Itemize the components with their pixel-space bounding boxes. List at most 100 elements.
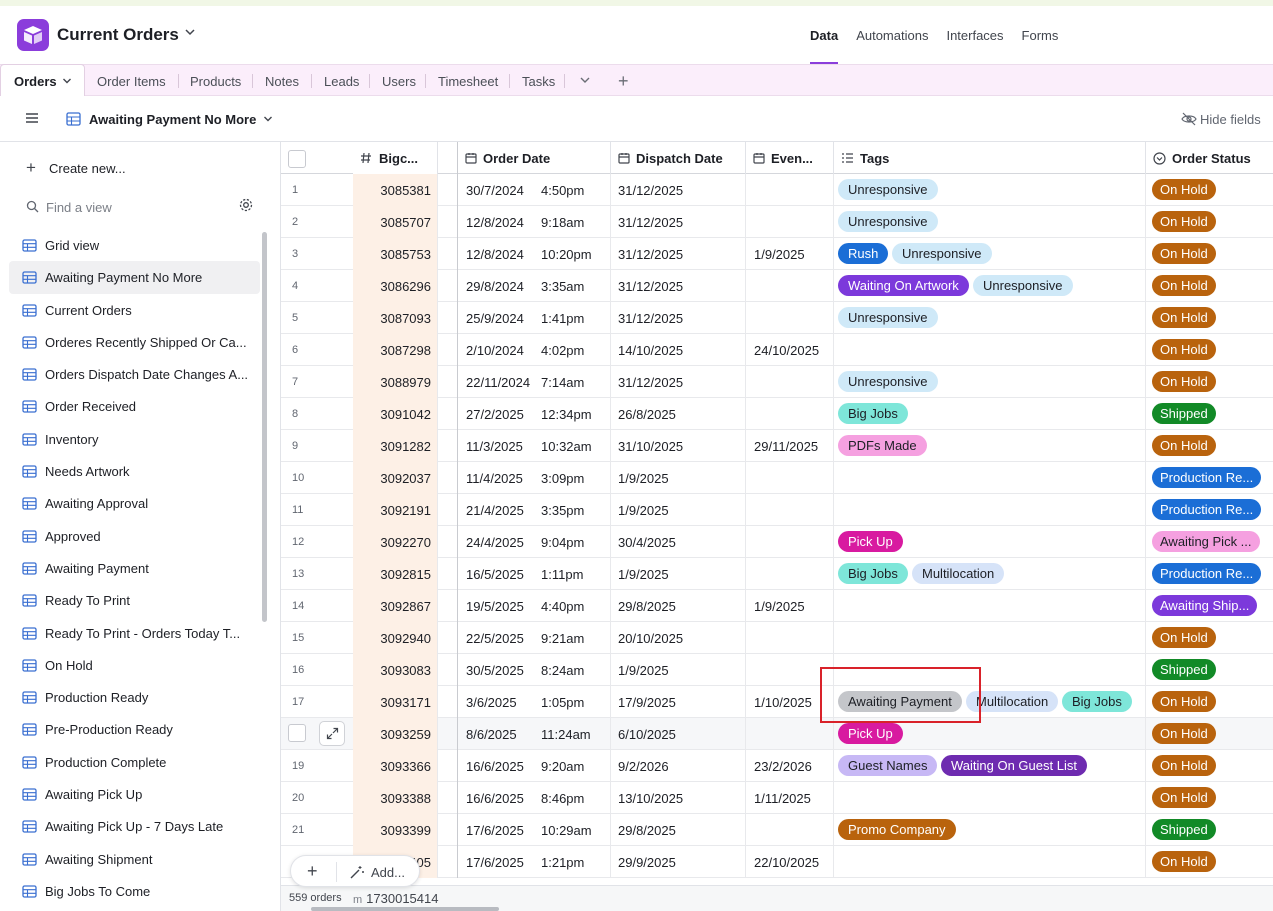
order-date-cell[interactable]: 2/10/2024 4:02pm (458, 334, 611, 366)
sidebar-view-item[interactable]: Current Orders (9, 294, 260, 326)
dispatch-date-cell[interactable]: 17/9/2025 (611, 686, 746, 718)
table-row[interactable]: 6 3087298 2/10/2024 4:02pm 14/10/2025 24/10/2… (281, 334, 1273, 366)
row-number-cell[interactable]: 14 (281, 590, 353, 622)
order-status-cell[interactable]: On Hold (1146, 846, 1273, 878)
tags-cell[interactable]: PDFs Made (834, 430, 1146, 462)
tab-users[interactable]: Users (382, 74, 416, 89)
select-all-checkbox[interactable] (288, 150, 306, 168)
table-row[interactable]: 17 3093171 3/6/2025 1:05pm 17/9/2025 1/10/202… (281, 686, 1273, 718)
chevron-down-icon[interactable] (62, 76, 72, 86)
row-number-cell[interactable]: 12 (281, 526, 353, 558)
order-status-cell[interactable]: Shipped (1146, 814, 1273, 846)
table-row[interactable]: 8 3091042 27/2/2025 12:34pm 26/8/2025 Big Job… (281, 398, 1273, 430)
event-date-cell[interactable]: 1/10/2025 (746, 686, 834, 718)
tags-cell[interactable] (834, 622, 1146, 654)
bigc-cell[interactable]: 3092940 (353, 622, 438, 654)
row-number-cell[interactable]: 4 (281, 270, 353, 302)
table-row[interactable]: 2 3085707 12/8/2024 9:18am 31/12/2025 Unrespo… (281, 206, 1273, 238)
event-date-cell[interactable] (746, 622, 834, 654)
bigc-cell[interactable]: 3093259 (353, 718, 438, 750)
order-status-cell[interactable]: On Hold (1146, 366, 1273, 398)
order-date-cell[interactable]: 19/5/2025 4:40pm (458, 590, 611, 622)
order-date-cell[interactable]: 27/2/2025 12:34pm (458, 398, 611, 430)
order-date-cell[interactable]: 8/6/2025 11:24am (458, 718, 611, 750)
bigc-cell[interactable]: 3093399 (353, 814, 438, 846)
dispatch-date-cell[interactable]: 29/8/2025 (611, 590, 746, 622)
dispatch-date-cell[interactable]: 9/2/2026 (611, 750, 746, 782)
row-number-cell[interactable]: 11 (281, 494, 353, 526)
event-date-cell[interactable] (746, 718, 834, 750)
dispatch-date-cell[interactable]: 1/9/2025 (611, 494, 746, 526)
column-header-event[interactable]: Even... (746, 142, 834, 174)
bigc-cell[interactable]: 3092815 (353, 558, 438, 590)
sidebar-view-item[interactable]: Inventory (9, 423, 260, 455)
tags-cell[interactable]: Unresponsive (834, 302, 1146, 334)
order-date-cell[interactable]: 16/6/2025 8:46pm (458, 782, 611, 814)
event-date-cell[interactable] (746, 366, 834, 398)
nav-forms[interactable]: Forms (1021, 28, 1059, 43)
order-status-cell[interactable]: On Hold (1146, 238, 1273, 270)
table-row[interactable]: 15 3092940 22/5/2025 9:21am 20/10/2025 On Hol… (281, 622, 1273, 654)
row-number-cell[interactable]: 20 (281, 782, 353, 814)
nav-interfaces[interactable]: Interfaces (946, 28, 1004, 43)
order-status-cell[interactable]: On Hold (1146, 686, 1273, 718)
sidebar-view-item[interactable]: Pre-Production Ready (9, 713, 260, 745)
summary-value[interactable]: m 1730015414 (353, 891, 438, 906)
row-number-cell[interactable]: 2 (281, 206, 353, 238)
table-row[interactable]: 405 17/6/2025 1:21pm 29/9/2025 22/10/2025 On … (281, 846, 1273, 878)
order-status-cell[interactable]: On Hold (1146, 302, 1273, 334)
order-date-cell[interactable]: 22/5/2025 9:21am (458, 622, 611, 654)
column-header-order-status[interactable]: Order Status (1146, 142, 1273, 174)
row-number-cell[interactable]: 3 (281, 238, 353, 270)
tab-timesheet[interactable]: Timesheet (438, 74, 499, 89)
order-date-cell[interactable]: 16/5/2025 1:11pm (458, 558, 611, 590)
dispatch-date-cell[interactable]: 20/10/2025 (611, 622, 746, 654)
sidebar-view-item[interactable]: Big Jobs To Come (9, 875, 260, 907)
sidebar-view-item[interactable]: Needs Artwork (9, 455, 260, 487)
horizontal-scrollbar[interactable] (311, 907, 499, 911)
tags-cell[interactable]: Big Jobs Multilocation (834, 558, 1146, 590)
sidebar-view-item[interactable]: On Hold (9, 649, 260, 681)
dispatch-date-cell[interactable]: 1/9/2025 (611, 558, 746, 590)
tags-cell[interactable]: Unresponsive (834, 366, 1146, 398)
table-row[interactable]: 19 3093366 16/6/2025 9:20am 9/2/2026 23/2/202… (281, 750, 1273, 782)
dispatch-date-cell[interactable]: 31/12/2025 (611, 174, 746, 206)
order-date-cell[interactable]: 17/6/2025 10:29am (458, 814, 611, 846)
bigc-cell[interactable]: 3088979 (353, 366, 438, 398)
order-date-cell[interactable]: 30/5/2025 8:24am (458, 654, 611, 686)
base-logo-icon[interactable] (17, 19, 49, 51)
column-header-bigc[interactable]: Bigc... (353, 142, 438, 174)
tags-cell[interactable]: Pick Up (834, 526, 1146, 558)
sidebar-view-item[interactable]: Awaiting Pick Up (9, 778, 260, 810)
chevron-down-icon[interactable] (184, 26, 196, 38)
bigc-cell[interactable]: 3085707 (353, 206, 438, 238)
add-table-icon[interactable]: + (618, 71, 629, 91)
order-status-cell[interactable]: On Hold (1146, 270, 1273, 302)
event-date-cell[interactable] (746, 558, 834, 590)
event-date-cell[interactable] (746, 174, 834, 206)
sidebar-view-item[interactable]: Grid view (9, 229, 260, 261)
sidebar-view-item[interactable]: Orderes Recently Shipped Or Ca... (9, 326, 260, 358)
sidebar-view-item[interactable]: Ready To Print - Orders Today T... (9, 617, 260, 649)
tags-cell[interactable]: Rush Unresponsive (834, 238, 1146, 270)
order-status-cell[interactable]: Shipped (1146, 654, 1273, 686)
order-date-cell[interactable]: 25/9/2024 1:41pm (458, 302, 611, 334)
event-date-cell[interactable]: 1/11/2025 (746, 782, 834, 814)
event-date-cell[interactable] (746, 302, 834, 334)
dispatch-date-cell[interactable]: 31/12/2025 (611, 302, 746, 334)
order-status-cell[interactable]: Awaiting Pick ... (1146, 526, 1273, 558)
dispatch-date-cell[interactable]: 13/10/2025 (611, 782, 746, 814)
bigc-cell[interactable]: 3085381 (353, 174, 438, 206)
sidebar-view-item[interactable]: Orders Dispatch Date Changes A... (9, 358, 260, 390)
table-row[interactable]: 12 3092270 24/4/2025 9:04pm 30/4/2025 Pick Up… (281, 526, 1273, 558)
table-row[interactable]: 13 3092815 16/5/2025 1:11pm 1/9/2025 Big Jobs… (281, 558, 1273, 590)
row-number-cell[interactable]: 17 (281, 686, 353, 718)
table-row[interactable]: 14 3092867 19/5/2025 4:40pm 29/8/2025 1/9/202… (281, 590, 1273, 622)
nav-data[interactable]: Data (810, 6, 839, 64)
tab-orders[interactable]: Orders (0, 64, 85, 97)
order-date-cell[interactable]: 11/3/2025 10:32am (458, 430, 611, 462)
event-date-cell[interactable]: 23/2/2026 (746, 750, 834, 782)
order-date-cell[interactable]: 24/4/2025 9:04pm (458, 526, 611, 558)
tags-cell[interactable] (834, 654, 1146, 686)
add-record-plus-icon[interactable]: + (307, 861, 318, 881)
